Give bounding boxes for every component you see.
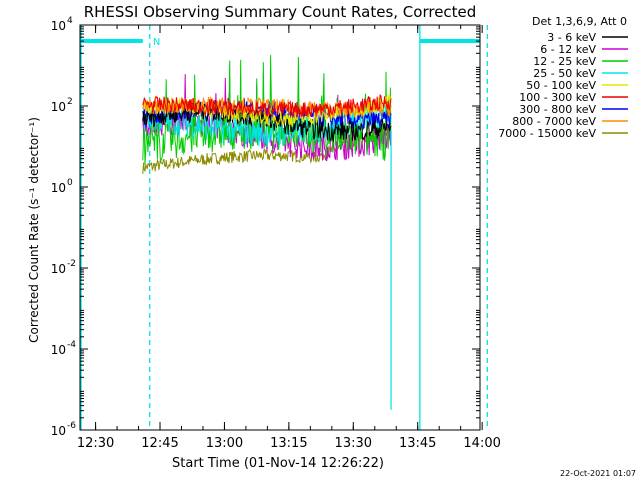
legend-label-4: 50 - 100 keV bbox=[526, 79, 596, 92]
chart-title: RHESSI Observing Summary Count Rates, Co… bbox=[84, 3, 477, 21]
y-tick-exp-2: -2 bbox=[67, 259, 76, 269]
x-tick-label-1: 12:45 bbox=[141, 436, 178, 451]
legend-title: Det 1,3,6,9, Att 0 bbox=[532, 15, 627, 28]
legend-label-7: 800 - 7000 keV bbox=[512, 115, 596, 128]
x-tick-label-0: 12:30 bbox=[77, 436, 114, 451]
footer-date: 22-Oct-2021 01:07 bbox=[560, 469, 636, 478]
legend-label-5: 100 - 300 keV bbox=[519, 91, 596, 104]
y-tick-label-3: 10 bbox=[51, 181, 66, 195]
legend-label-2: 12 - 25 keV bbox=[533, 55, 596, 68]
x-tick-label-5: 13:45 bbox=[399, 436, 436, 451]
x-tick-label-4: 13:30 bbox=[335, 436, 372, 451]
y-tick-exp-3: 0 bbox=[67, 178, 73, 188]
legend-label-6: 300 - 800 keV bbox=[519, 103, 596, 116]
legend-label-0: 3 - 6 keV bbox=[547, 31, 596, 44]
legend-label-1: 6 - 12 keV bbox=[540, 43, 596, 56]
y-tick-label-4: 10 bbox=[51, 100, 66, 114]
y-tick-label-0: 10 bbox=[51, 424, 66, 438]
legend-label-8: 7000 - 15000 keV bbox=[498, 127, 596, 140]
x-tick-label-6: 14:00 bbox=[463, 436, 500, 451]
y-axis-label: Corrected Count Rate (s⁻¹ detector⁻¹) bbox=[27, 117, 41, 343]
y-tick-exp-5: 4 bbox=[67, 16, 73, 26]
y-tick-exp-1: -4 bbox=[67, 340, 76, 350]
axes-box bbox=[79, 24, 481, 431]
x-tick-label-3: 13:15 bbox=[270, 436, 307, 451]
legend-label-3: 25 - 50 keV bbox=[533, 67, 596, 80]
x-axis-label: Start Time (01-Nov-14 12:26:22) bbox=[172, 456, 384, 471]
y-tick-exp-0: -6 bbox=[67, 421, 76, 431]
flag-label-0: N bbox=[153, 37, 160, 48]
y-tick-label-5: 10 bbox=[51, 19, 66, 33]
y-tick-label-2: 10 bbox=[51, 262, 66, 276]
y-tick-exp-4: 2 bbox=[67, 97, 73, 107]
series-line-5 bbox=[142, 93, 392, 119]
x-tick-label-2: 13:00 bbox=[206, 436, 243, 451]
y-tick-label-1: 10 bbox=[51, 343, 66, 357]
